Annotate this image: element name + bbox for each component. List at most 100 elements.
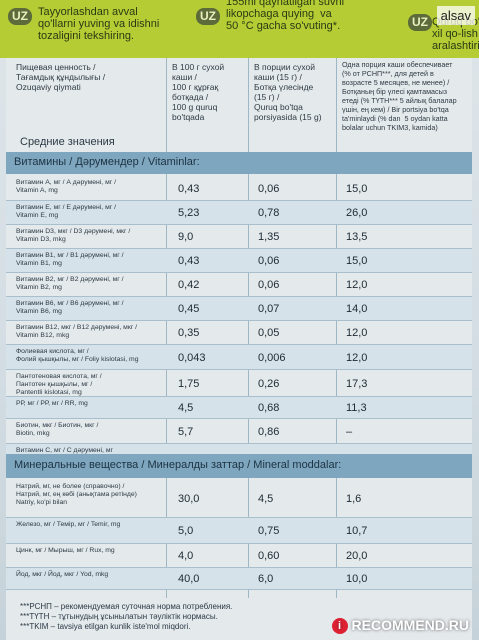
row-divider [6, 589, 472, 590]
value-portion: 0,26 [258, 378, 280, 390]
value-portion: 0,06 [258, 279, 280, 291]
value-portion: 0,07 [258, 303, 280, 315]
table-row: Натрий, мг, не более (справочно) / Натри… [6, 480, 472, 518]
value-pct: 17,3 [346, 378, 368, 390]
value-v100: 0,043 [178, 352, 206, 364]
value-v100: 1,75 [178, 378, 200, 390]
average-values-label: Средние значения [20, 136, 115, 148]
column-divider [336, 58, 337, 598]
value-v100: 5,7 [178, 426, 194, 438]
row-divider [6, 396, 472, 397]
watermark-text: RECOMMEND.RU [351, 616, 469, 633]
value-portion: 0,86 [258, 426, 280, 438]
uz-badge: UZ [8, 8, 32, 25]
row-divider [6, 369, 472, 370]
nutrient-label: Витамин В12, мкг / В12 дәрумені, мкг / V… [16, 324, 138, 339]
value-portion: 1,35 [258, 231, 280, 243]
table-row: Витамин D3, мкг / D3 дәрумені, мкг / Vit… [6, 225, 472, 249]
column-divider [248, 58, 249, 598]
table-row: Железо, мг / Темір, мг / Temir, mg 5,0 0,7… [6, 518, 472, 544]
table-row: Йод, мкг / Йод, мкг / Yod, mkg 40,0 6,0 10,… [6, 568, 472, 590]
nutrient-label: Витамин А, мг / А дәрумені, мг / Vitamin… [16, 179, 117, 194]
table-row: Витамин В1, мг / В1 дәрумені, мг / Vitam… [6, 249, 472, 273]
value-portion: 4,5 [258, 493, 274, 505]
row-divider [6, 517, 472, 518]
minerals-heading: Минеральные вещества / Минералды заттар … [14, 459, 342, 471]
value-portion: 0,05 [258, 327, 280, 339]
value-v100: 0,35 [178, 327, 200, 339]
uz-badge: UZ [196, 8, 220, 25]
row-divider [6, 418, 472, 419]
nutrient-label: Железо, мг / Темір, мг / Temir, mg [16, 521, 121, 528]
row-divider [6, 543, 472, 544]
value-v100: 4,5 [178, 402, 194, 414]
nutrition-table: Пищевая ценность / Тағамдық құндылығы / … [6, 58, 472, 640]
header-per-100g: В 100 г сухой каши / 100 г құрғақ ботқад… [172, 62, 225, 122]
value-v100: 9,0 [178, 231, 194, 243]
value-portion: 0,78 [258, 207, 280, 219]
row-divider [6, 344, 472, 345]
row-divider [6, 320, 472, 321]
value-pct: 1,6 [346, 493, 362, 505]
nutrient-label: Витамин В6, мг / В6 дәрумені, мг / Vitam… [16, 300, 124, 315]
value-portion: 0,75 [258, 525, 280, 537]
nutrient-label: Натрий, мг, не более (справочно) / Натри… [16, 483, 137, 506]
row-divider [6, 567, 472, 568]
package-top-panel: UZ Tayyorlashdan avval qo'llarni yuving … [0, 0, 479, 58]
nutrient-label: Биотин, мкг / Биотин, мкг / Biotin, mkg [16, 422, 99, 437]
row-divider [6, 443, 472, 444]
value-v100: 40,0 [178, 573, 200, 585]
table-row: Витамин В6, мг / В6 дәрумені, мг / Vitam… [6, 297, 472, 321]
value-pct: 12,0 [346, 327, 368, 339]
table-row: Витамин В2, мг / В2 дәрумені, мг / Vitam… [6, 273, 472, 297]
value-pct: 15,0 [346, 183, 368, 195]
nutrient-label: Пантотеновая кислота, мг / Пантотен қышқ… [16, 373, 102, 396]
table-row: Витамин В12, мкг / В12 дәрумені, мкг / V… [6, 321, 472, 345]
table-row: Цинк, мг / Мырыш, мг / Rux, mg 4,0 0,60 20,… [6, 544, 472, 568]
value-pct: 11,3 [346, 402, 367, 414]
value-pct: – [346, 426, 353, 438]
vitamins-band: Витамины / Дәрумендер / Vitaminlar: [6, 152, 472, 174]
row-divider [6, 272, 472, 273]
table-row: Биотин, мкг / Биотин, мкг / Biotin, mkg 5… [6, 419, 472, 444]
table-row: РР, мг / РР, мг / RR, mg 4,5 0,68 11,3 [6, 397, 472, 419]
nutrient-label: РР, мг / РР, мг / RR, mg [16, 400, 88, 407]
value-portion: 0,60 [258, 550, 280, 562]
value-portion: 0,006 [258, 352, 286, 364]
header-per-portion: В порции сухой каши (15 г) / Ботқа үлесі… [254, 62, 322, 122]
value-v100: 5,23 [178, 207, 200, 219]
value-v100: 0,43 [178, 183, 200, 195]
header-nutrient: Пищевая ценность / Тағамдық құндылығы / … [16, 62, 106, 92]
nutrient-label: Витамин В2, мг / В2 дәрумені, мг / Vitam… [16, 276, 124, 291]
value-pct: 26,0 [346, 207, 368, 219]
table-row: Витамин А, мг / А дәрумені, мг / Vitamin… [6, 176, 472, 201]
value-v100: 0,45 [178, 303, 200, 315]
vitamins-heading: Витамины / Дәрумендер / Vitaminlar: [14, 156, 200, 168]
value-pct: 12,0 [346, 279, 368, 291]
value-portion: 0,06 [258, 255, 280, 267]
watermark: i RECOMMEND.RU [331, 616, 469, 634]
row-divider [6, 224, 472, 225]
value-v100: 30,0 [178, 493, 200, 505]
nutrient-label: Йод, мкг / Йод, мкг / Yod, mkg [16, 571, 109, 578]
table-row: Витамин Е, мг / Е дәрумені, мг / Vitamin… [6, 201, 472, 225]
instruction-text-mid: 155ml qaynatilgan suvni likopchaga quyin… [226, 0, 345, 32]
nutrient-label: Фолиевая кислота, мг / Фолий қышқылы, мг… [16, 348, 139, 363]
value-v100: 0,43 [178, 255, 200, 267]
row-divider [6, 248, 472, 249]
instruction-text-left: Tayyorlashdan avval qo'llarni yuving va … [38, 6, 160, 42]
header-daily-percent: Одна порция каши обеспечивает (% от РСНП… [342, 60, 457, 132]
row-divider [6, 296, 472, 297]
value-v100: 5,0 [178, 525, 194, 537]
value-v100: 4,0 [178, 550, 194, 562]
value-pct: 10,0 [346, 573, 368, 585]
username-label[interactable]: alsav [436, 6, 475, 25]
watermark-icon: i [331, 618, 348, 634]
value-v100: 0,42 [178, 279, 200, 291]
row-divider [6, 200, 472, 201]
column-divider [166, 58, 167, 598]
nutrient-label: Витамин D3, мкг / D3 дәрумені, мкг / Vit… [16, 228, 131, 243]
table-row: Фолиевая кислота, мг / Фолий қышқылы, мг… [6, 345, 472, 370]
uz-badge: UZ [408, 14, 432, 31]
